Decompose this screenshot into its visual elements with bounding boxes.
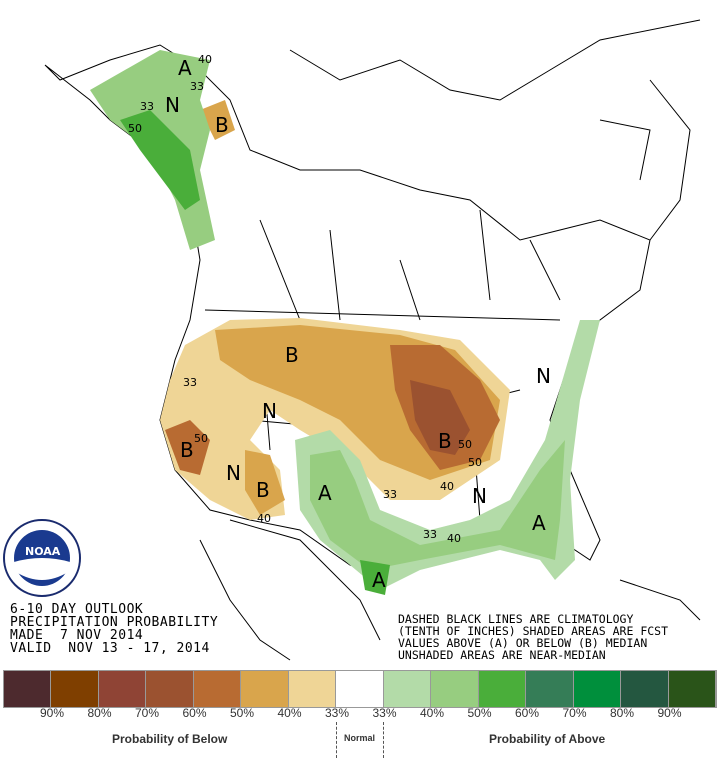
below-median-shading (160, 100, 510, 520)
legend-normal-caption: Normal (344, 733, 376, 743)
label-above: A (318, 481, 332, 505)
label-above: A (372, 568, 386, 592)
outlook-title: 6-10 DAY OUTLOOK PRECIPITATION PROBABILIT… (10, 603, 218, 655)
contour-label: 40 (198, 53, 212, 66)
legend-swatch (383, 671, 432, 707)
legend-swatch (431, 671, 479, 707)
legend-swatch (478, 671, 527, 707)
normal-divider (336, 722, 337, 758)
legend-swatch (668, 671, 717, 707)
label-normal: N (226, 461, 241, 485)
label-below: B (256, 478, 270, 502)
legend-percent-label: 60% (515, 706, 540, 720)
precipitation-map: A N B B N B N B A B N N A A 40 33 33 50 … (3, 19, 701, 661)
legend-swatch (526, 671, 574, 707)
contour-label: 33 (383, 488, 397, 501)
legend-above-caption: Probability of Above (489, 732, 606, 746)
label-normal: N (536, 364, 551, 388)
noaa-logo-text: NOAA (25, 545, 61, 558)
contour-label: 50 (194, 432, 208, 445)
legend-percent-label: 70% (135, 706, 160, 720)
contour-label: 40 (440, 480, 454, 493)
contour-label: 33 (140, 100, 154, 113)
note-line: (TENTH OF INCHES) SHADED AREAS ARE FCST (398, 624, 669, 638)
contour-label: 33 (423, 528, 437, 541)
map-labels: A N B B N B N B A B N N A A 40 33 33 50 … (128, 53, 551, 592)
map-notes: DASHED BLACK LINES ARE CLIMATOLOGY (TENTH… (398, 613, 668, 661)
note-line: UNSHADED AREAS ARE NEAR-MEDIAN (398, 648, 606, 662)
note-line: VALUES ABOVE (A) OR BELOW (B) MEDIAN (398, 636, 648, 650)
legend-percent-label: 70% (562, 706, 587, 720)
contour-label: 40 (447, 532, 461, 545)
legend-percent-label: 90% (657, 706, 682, 720)
legend-percent-label: 40% (277, 706, 302, 720)
label-above: A (178, 56, 192, 80)
legend-percent-label: 90% (40, 706, 65, 720)
legend-swatch (288, 671, 337, 707)
legend-percent-label: 33% (372, 706, 397, 720)
legend-percent-label: 50% (230, 706, 255, 720)
contour-label: 50 (128, 122, 142, 135)
title-line: 6-10 DAY OUTLOOK (10, 602, 144, 617)
legend-swatch (146, 671, 194, 707)
legend-color-bar (3, 670, 717, 708)
label-below: B (438, 429, 452, 453)
title-line: PRECIPITATION PROBABILITY (10, 615, 219, 630)
valid-dates: VALID NOV 13 - 17, 2014 (10, 641, 210, 656)
label-normal: N (262, 399, 277, 423)
contour-label: 33 (190, 80, 204, 93)
contour-label: 50 (458, 438, 472, 451)
legend-percent-label: 40% (420, 706, 445, 720)
legend-percent-label: 80% (610, 706, 635, 720)
legend-swatch (573, 671, 622, 707)
contour-label: 50 (468, 456, 482, 469)
legend-percent-label: 80% (87, 706, 112, 720)
legend-percent-label: 50% (467, 706, 492, 720)
normal-divider (383, 722, 384, 758)
legend-percent-label: 60% (182, 706, 207, 720)
legend-percent-label: 33% (325, 706, 350, 720)
label-below: B (215, 113, 229, 137)
legend-swatch (98, 671, 147, 707)
label-below: B (285, 343, 299, 367)
legend-below-caption: Probability of Below (112, 732, 228, 746)
contour-label: 40 (257, 512, 271, 525)
legend-swatch (336, 671, 384, 707)
label-below: B (180, 438, 194, 462)
label-normal: N (472, 484, 487, 508)
made-date: MADE 7 NOV 2014 (10, 628, 144, 643)
legend-swatch (4, 671, 52, 707)
legend-swatch (241, 671, 289, 707)
label-normal: N (165, 93, 180, 117)
note-line: DASHED BLACK LINES ARE CLIMATOLOGY (398, 612, 634, 626)
legend-swatch (621, 671, 669, 707)
noaa-logo: NOAA (3, 519, 81, 597)
legend-swatch (51, 671, 99, 707)
legend-swatch (193, 671, 242, 707)
contour-label: 33 (183, 376, 197, 389)
above-median-shading (90, 50, 600, 595)
label-above: A (532, 511, 546, 535)
